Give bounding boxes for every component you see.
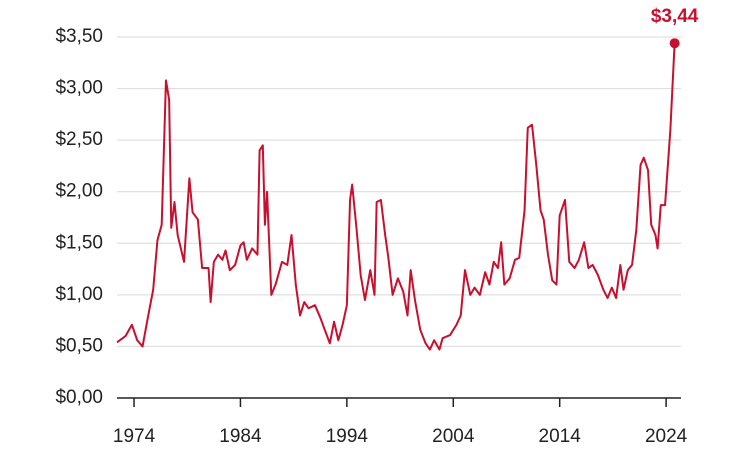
x-tick-label: 1984 xyxy=(219,426,262,447)
y-tick-label: $1,50 xyxy=(55,232,103,253)
y-tick-label: $3,00 xyxy=(55,78,103,99)
x-tick-label: 1994 xyxy=(326,426,369,447)
y-tick-label: $3,50 xyxy=(55,26,103,47)
y-tick-label: $2,50 xyxy=(55,129,103,150)
x-tick-label: 2024 xyxy=(645,426,688,447)
y-tick-label: $0,50 xyxy=(55,335,103,356)
value-label: $3,44 xyxy=(651,6,699,27)
x-tick-label: 1974 xyxy=(113,426,156,447)
x-tick-label: 2014 xyxy=(539,426,582,447)
line-series xyxy=(116,43,676,351)
x-tick-label: 2004 xyxy=(432,426,475,447)
y-tick-label: $1,00 xyxy=(55,284,103,305)
y-tick-label: $2,00 xyxy=(55,181,103,202)
y-tick-label: $0,00 xyxy=(55,387,103,408)
end-point xyxy=(669,38,680,49)
